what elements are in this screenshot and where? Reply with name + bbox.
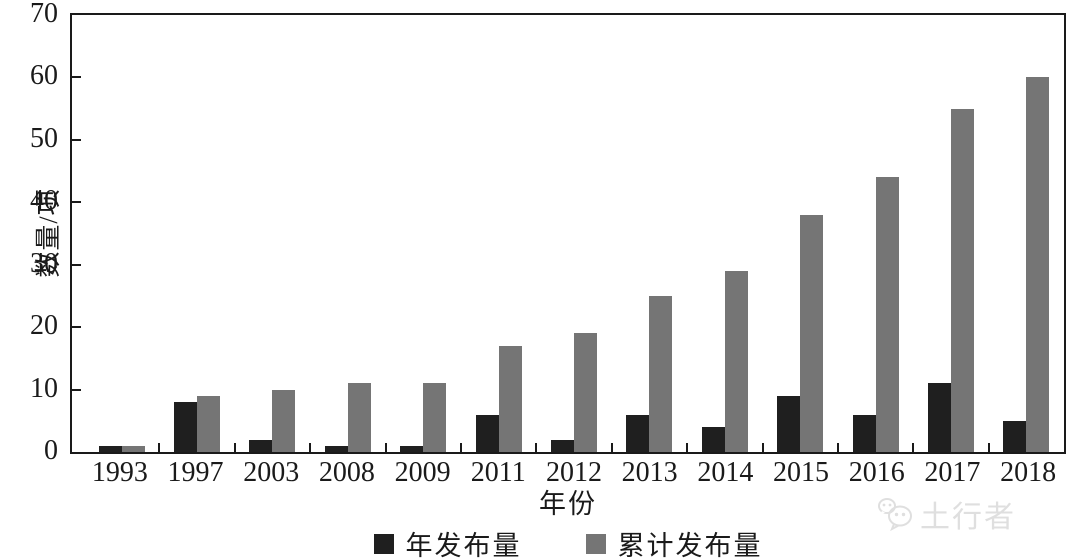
legend-swatch-icon xyxy=(585,533,606,554)
bar-series0-1993 xyxy=(98,445,122,452)
legend-item-0: 年发布量 xyxy=(373,524,522,560)
bar-group-2018 xyxy=(989,15,1064,452)
bar-series0-2012 xyxy=(551,439,575,452)
x-tick-label-1993: 1993 xyxy=(91,457,148,488)
bar-series1-2016 xyxy=(875,177,899,452)
bar-group-2009 xyxy=(386,15,463,452)
x-tick-labels: 1993 1997 2003 2008 2009 2011 2012 2013 2014 2015… xyxy=(70,457,1066,489)
bar-series1-2018 xyxy=(1026,77,1050,452)
bar-group-1997 xyxy=(159,15,237,452)
x-tick-label-2011: 2011 xyxy=(470,457,526,488)
x-tick-label-2012: 2012 xyxy=(545,457,602,488)
watermark-text: 土行者 xyxy=(920,501,1016,534)
x-tick-label-2009: 2009 xyxy=(394,457,451,488)
bar-series0-1997 xyxy=(174,402,198,452)
x-tick-label-1997: 1997 xyxy=(167,457,224,488)
y-tick-label-40: 40 xyxy=(30,185,58,217)
x-tick-label-2014: 2014 xyxy=(697,457,754,488)
bar-series1-2014 xyxy=(724,270,748,452)
bar-group-2017 xyxy=(913,15,991,452)
y-tick-label-50: 50 xyxy=(30,122,58,154)
x-tick-label-2018: 2018 xyxy=(1000,457,1057,488)
bar-series1-1993 xyxy=(121,445,145,452)
y-tick-labels: 0 10 20 30 40 50 60 70 xyxy=(0,0,62,464)
bar-group-2008 xyxy=(310,15,387,452)
bar-group-2013 xyxy=(612,15,689,452)
watermark: 土行者 xyxy=(876,492,1016,536)
y-tick-mark-50 xyxy=(72,138,81,141)
x-tick-label-2008: 2008 xyxy=(318,457,375,488)
bar-series0-2016 xyxy=(852,414,876,452)
bar-series1-2017 xyxy=(950,108,974,452)
legend-label: 年发布量 xyxy=(405,531,522,560)
x-axis-title: 年份 xyxy=(539,489,597,519)
y-tick-mark-10 xyxy=(72,388,81,391)
bar-series1-2003 xyxy=(272,389,296,452)
y-tick-mark-30 xyxy=(72,263,81,266)
x-tick-label-2003: 2003 xyxy=(243,457,300,488)
bar-series0-2011 xyxy=(475,414,499,452)
x-tick-label-2015: 2015 xyxy=(773,457,830,488)
bar-group-2016 xyxy=(838,15,915,452)
bar-group-2011 xyxy=(461,15,538,452)
y-tick-mark-60 xyxy=(72,76,81,79)
bar-series0-2015 xyxy=(777,395,801,452)
bar-series1-1997 xyxy=(197,395,221,452)
bar-group-2012 xyxy=(536,15,614,452)
legend-item-1: 累计发布量 xyxy=(585,524,763,560)
bar-series1-2011 xyxy=(498,345,522,452)
bar-series0-2013 xyxy=(626,414,650,452)
bar-series1-2015 xyxy=(800,214,824,452)
bar-series0-2008 xyxy=(324,445,348,452)
bar-series0-2003 xyxy=(249,439,273,452)
x-tick-label-2016: 2016 xyxy=(848,457,905,488)
y-tick-label-60: 60 xyxy=(30,60,58,92)
bars-area xyxy=(72,15,1064,452)
bar-series0-2009 xyxy=(400,445,424,452)
bar-series1-2013 xyxy=(649,295,673,452)
bar-series0-2014 xyxy=(701,427,725,452)
y-tick-label-30: 30 xyxy=(30,247,58,279)
legend: 年发布量 累计发布量 xyxy=(70,524,1066,560)
bar-series0-2017 xyxy=(927,383,951,452)
y-tick-mark-20 xyxy=(72,326,81,329)
y-tick-label-70: 70 xyxy=(30,0,58,29)
bar-group-2014 xyxy=(687,15,764,452)
bar-group-2015 xyxy=(763,15,840,452)
bar-series1-2009 xyxy=(423,383,447,452)
bar-series0-2018 xyxy=(1003,420,1027,452)
bar-series1-2012 xyxy=(574,333,598,452)
bar-group-1993 xyxy=(84,15,161,452)
y-tick-label-10: 10 xyxy=(30,372,58,404)
y-tick-label-20: 20 xyxy=(30,310,58,342)
x-tick-label-2013: 2013 xyxy=(621,457,678,488)
wechat-icon xyxy=(878,498,912,531)
plot-area xyxy=(70,13,1066,454)
y-tick-mark-40 xyxy=(72,201,81,204)
legend-label: 累计发布量 xyxy=(617,531,763,560)
x-tick-label-2017: 2017 xyxy=(924,457,981,488)
bar-series1-2008 xyxy=(347,383,371,452)
bar-group-2003 xyxy=(235,15,312,452)
y-tick-label-0: 0 xyxy=(44,434,58,466)
legend-swatch-icon xyxy=(373,533,394,554)
